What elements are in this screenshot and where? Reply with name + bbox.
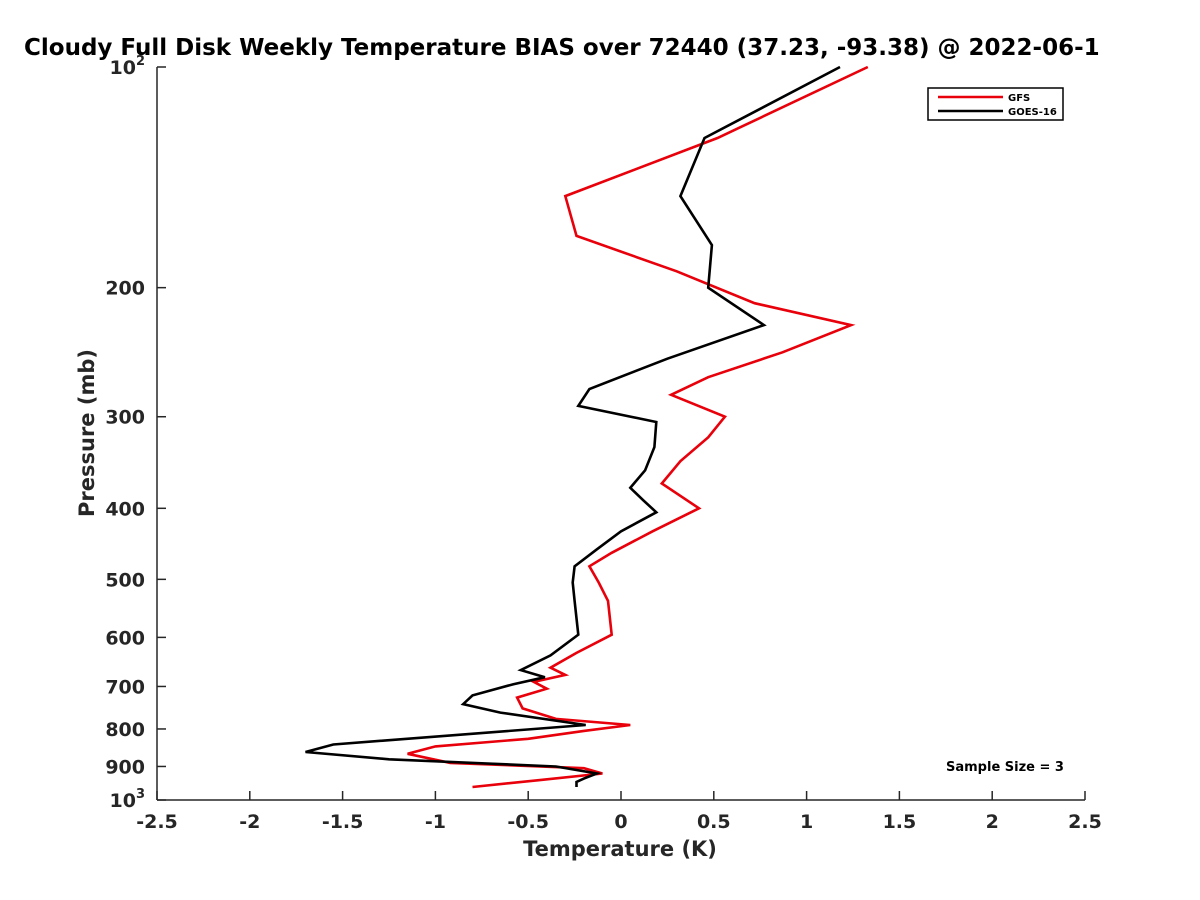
y-tick-label: 800 xyxy=(105,719,145,741)
sample-size-annotation: Sample Size = 3 xyxy=(946,760,1064,775)
y-tick-base: 800 xyxy=(105,719,145,741)
y-tick-label: 900 xyxy=(105,756,145,778)
y-tick-exponent: 3 xyxy=(136,787,145,802)
y-tick-base: 400 xyxy=(105,498,145,520)
y-tick-label: 400 xyxy=(105,498,145,520)
y-tick-base: 10 xyxy=(110,790,136,812)
y-tick-base: 700 xyxy=(105,676,145,698)
y-tick-label: 700 xyxy=(105,676,145,698)
x-tick-label: -1 xyxy=(425,811,446,833)
legend-label-gfs: GFS xyxy=(1008,93,1030,104)
x-tick-label: 0.5 xyxy=(697,811,731,833)
legend-box xyxy=(927,87,1064,121)
y-tick-base: 300 xyxy=(105,407,145,429)
chart-title: Cloudy Full Disk Weekly Temperature BIAS… xyxy=(24,35,1100,61)
x-tick-label: 1.5 xyxy=(883,811,917,833)
series-layer xyxy=(305,65,869,789)
x-tick-label: 0 xyxy=(614,811,627,833)
y-tick-base: 500 xyxy=(105,569,145,591)
series-line-goes16 xyxy=(305,65,841,787)
y-tick-base: 900 xyxy=(105,756,145,778)
y-tick-label: 200 xyxy=(105,278,145,300)
x-tick-label: 2.5 xyxy=(1068,811,1102,833)
y-tick-label: 300 xyxy=(105,407,145,429)
x-tick-label: -0.5 xyxy=(507,811,549,833)
x-tick-label: -1.5 xyxy=(322,811,364,833)
y-tick-base: 600 xyxy=(105,627,145,649)
legend-label-goes16: GOES-16 xyxy=(1008,107,1057,118)
x-tick-label: 2 xyxy=(986,811,999,833)
y-tick-label: 500 xyxy=(105,569,145,591)
x-tick-label: 1 xyxy=(800,811,813,833)
x-tick-label: -2 xyxy=(239,811,260,833)
y-tick-label: 600 xyxy=(105,627,145,649)
y-tick-base: 200 xyxy=(105,278,145,300)
y-tick-label: 102 xyxy=(110,54,146,79)
x-tick-layer: -2.5 -2 -1.5 -1 -0.5 0 0.5 1 1.5 2 2.5 xyxy=(136,791,1102,833)
x-tick-label: -2.5 xyxy=(136,811,178,833)
series-line-gfs xyxy=(407,65,869,789)
y-tick-exponent: 2 xyxy=(136,54,145,69)
legend: GFS GOES-16 xyxy=(927,87,1064,121)
y-tick-base: 10 xyxy=(110,57,136,79)
x-axis-title: Temperature (K) xyxy=(523,837,717,861)
y-axis-title: Pressure (mb) xyxy=(75,349,99,517)
y-tick-label: 103 xyxy=(110,787,146,812)
